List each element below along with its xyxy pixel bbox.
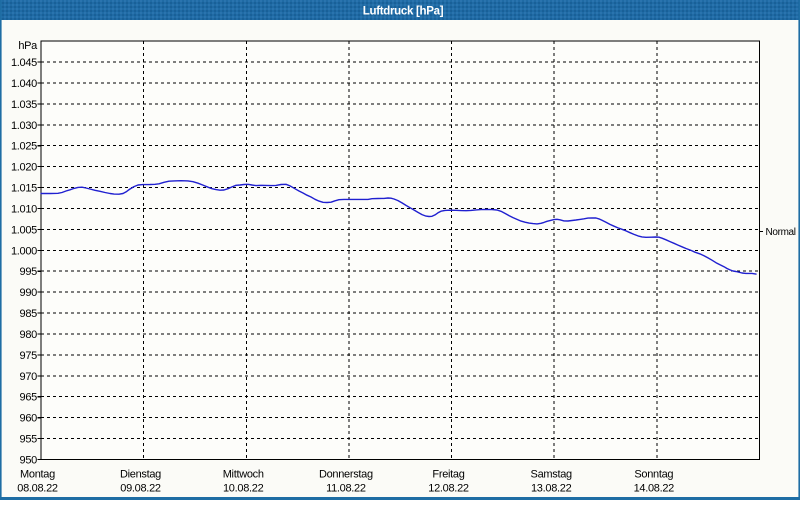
svg-text:09.08.22: 09.08.22 [120, 483, 161, 495]
svg-text:1.025: 1.025 [11, 141, 37, 153]
svg-text:1.020: 1.020 [11, 162, 37, 174]
svg-text:Freitag: Freitag [432, 468, 464, 480]
svg-text:995: 995 [20, 266, 38, 278]
svg-text:975: 975 [20, 350, 38, 362]
svg-text:990: 990 [20, 287, 38, 299]
svg-text:Luftdruck [hPa]: Luftdruck [hPa] [363, 6, 444, 18]
svg-text:1.000: 1.000 [11, 245, 37, 257]
svg-text:Normal: Normal [766, 227, 796, 238]
svg-text:1.015: 1.015 [11, 183, 37, 195]
svg-text:1.045: 1.045 [11, 57, 37, 69]
svg-text:970: 970 [20, 371, 38, 383]
svg-text:950: 950 [20, 455, 38, 467]
svg-text:1.010: 1.010 [11, 203, 37, 215]
svg-text:08.08.22: 08.08.22 [17, 483, 58, 495]
svg-text:Donnerstag: Donnerstag [319, 468, 373, 480]
svg-text:12.08.22: 12.08.22 [428, 483, 469, 495]
svg-text:980: 980 [20, 329, 38, 341]
svg-text:985: 985 [20, 308, 38, 320]
svg-text:11.08.22: 11.08.22 [326, 483, 366, 495]
svg-text:1.035: 1.035 [11, 99, 37, 111]
svg-text:1.040: 1.040 [11, 78, 37, 90]
svg-text:Sonntag: Sonntag [634, 468, 673, 480]
svg-text:1.030: 1.030 [11, 120, 37, 132]
svg-text:10.08.22: 10.08.22 [223, 483, 264, 495]
svg-text:1.005: 1.005 [11, 224, 37, 236]
svg-text:14.08.22: 14.08.22 [634, 483, 675, 495]
svg-text:13.08.22: 13.08.22 [531, 483, 572, 495]
svg-text:955: 955 [20, 434, 38, 446]
svg-text:960: 960 [20, 413, 38, 425]
svg-text:Montag: Montag [20, 468, 55, 480]
svg-text:Samstag: Samstag [531, 468, 572, 480]
svg-text:Mittwoch: Mittwoch [223, 468, 264, 480]
svg-text:965: 965 [20, 392, 38, 404]
svg-text:Dienstag: Dienstag [120, 468, 161, 480]
svg-text:hPa: hPa [18, 40, 38, 52]
